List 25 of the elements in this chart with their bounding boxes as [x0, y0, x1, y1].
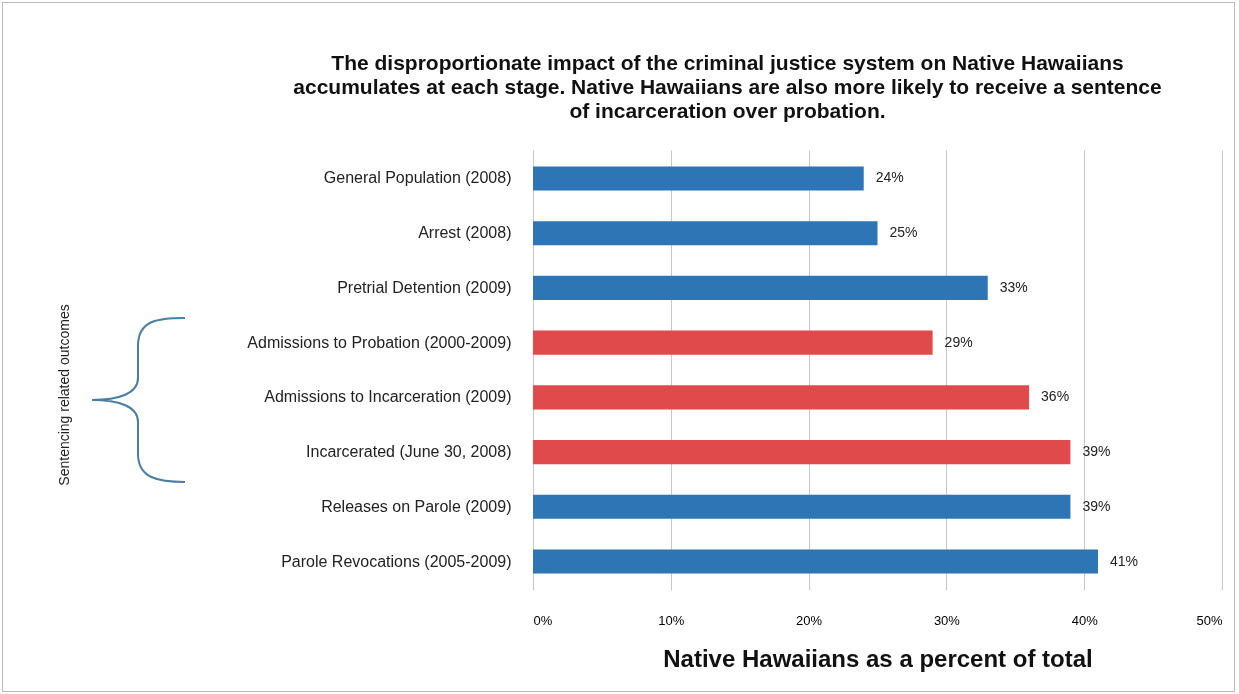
x-tick-label: 10%: [658, 612, 685, 628]
y-tick-label: Parole Revocations (2005-2009): [281, 552, 512, 570]
y-tick-label: Pretrial Detention (2009): [337, 278, 512, 296]
x-axis-title: Native Hawaiians as a percent of total: [663, 644, 1093, 672]
y-tick-label: Releases on Parole (2009): [321, 497, 512, 515]
data-label: 36%: [1041, 388, 1070, 405]
x-tick-label: 0%: [533, 612, 553, 628]
data-label: 39%: [1082, 497, 1111, 514]
x-tick-label: 40%: [1071, 612, 1099, 628]
y-tick-label: Admissions to Probation (2000-2009): [247, 333, 512, 351]
y-tick-label: Arrest (2008): [418, 224, 512, 242]
data-label: 41%: [1109, 552, 1139, 569]
data-label: 29%: [944, 333, 973, 350]
text: Sentencing related outcomes: [56, 304, 72, 486]
chart-title: The disproportionate impact of the criminal justice system on Native Hawaiians accumulates at each stage. Native Hawaiians are also more likely to receive a sentence of incarceration over probation.: [293, 51, 1162, 122]
x-tick-label: 30%: [933, 612, 961, 628]
y-tick-label: General Population (2008): [323, 169, 512, 187]
data-label: 33%: [999, 278, 1028, 295]
y-tick-label: Incarcerated (June 30, 2008): [306, 443, 512, 461]
y-tick-label: Admissions to Incarceration (2009): [264, 388, 512, 406]
data-label: 39%: [1082, 443, 1111, 460]
x-tick-label: 50%: [1196, 612, 1223, 628]
x-tick-label: 20%: [796, 612, 823, 628]
data-label: 25%: [889, 224, 918, 241]
data-label: 24%: [875, 169, 904, 186]
